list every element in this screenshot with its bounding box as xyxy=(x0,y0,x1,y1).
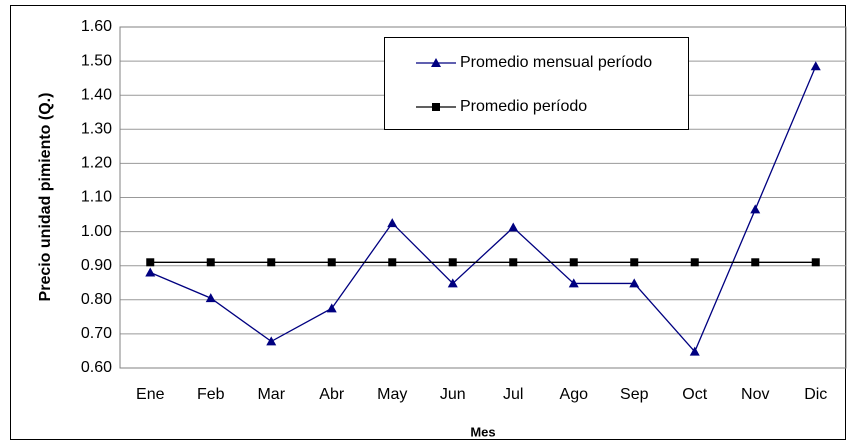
series-line xyxy=(149,65,817,353)
y-tick-label: 0.60 xyxy=(81,359,112,376)
x-axis-label: Mes xyxy=(470,424,495,439)
y-tick-label: 1.50 xyxy=(81,52,112,69)
marker xyxy=(205,293,216,303)
marker xyxy=(689,346,700,356)
y-tick-label: 0.80 xyxy=(81,291,112,308)
marker xyxy=(146,258,155,267)
x-tick-label: Nov xyxy=(741,386,769,403)
y-tick-label: 1.00 xyxy=(81,223,112,240)
marker xyxy=(508,222,519,232)
marker xyxy=(811,258,820,267)
x-tick-label: May xyxy=(377,386,407,403)
x-tick-label: Jun xyxy=(440,386,466,403)
marker xyxy=(629,278,640,288)
legend-marker xyxy=(431,58,441,67)
x-tick-label: Abr xyxy=(319,386,345,403)
y-tick-label: 1.40 xyxy=(81,86,112,103)
y-tick-label: 0.90 xyxy=(81,257,112,274)
marker xyxy=(266,336,277,346)
y-axis-label: Precio unidad pimiento (Q.) xyxy=(37,93,54,302)
x-tick-label: Ago xyxy=(560,386,589,403)
y-tick-label: 1.30 xyxy=(81,121,112,138)
marker xyxy=(387,218,398,228)
marker xyxy=(630,258,639,267)
x-tick-label: Oct xyxy=(682,386,707,403)
marker xyxy=(568,278,579,288)
marker xyxy=(810,61,821,71)
marker xyxy=(509,258,518,267)
y-tick-label: 1.10 xyxy=(81,189,112,206)
plot-border xyxy=(119,26,847,369)
marker xyxy=(690,258,699,267)
legend-label: Promedio mensual período xyxy=(460,54,652,71)
x-tick-label: Feb xyxy=(197,386,225,403)
y-tick-label: 1.20 xyxy=(81,155,112,172)
x-tick-label: Mar xyxy=(257,386,285,403)
x-tick-label: Ene xyxy=(136,386,165,403)
legend-label: Promedio período xyxy=(460,98,587,115)
legend-box xyxy=(384,37,689,130)
x-tick-label: Sep xyxy=(620,386,649,403)
marker xyxy=(206,258,215,267)
marker xyxy=(569,258,578,267)
y-tick-label: 1.60 xyxy=(81,18,112,35)
marker xyxy=(145,267,156,277)
marker xyxy=(751,258,760,267)
marker xyxy=(750,204,761,214)
marker xyxy=(447,278,458,288)
marker xyxy=(327,258,336,267)
x-tick-label: Dic xyxy=(804,386,827,403)
marker xyxy=(448,258,457,267)
marker xyxy=(267,258,276,267)
marker xyxy=(388,258,397,267)
y-tick-label: 0.70 xyxy=(81,325,112,342)
marker xyxy=(326,303,337,313)
legend-marker xyxy=(432,103,440,111)
x-tick-label: Jul xyxy=(503,386,523,403)
